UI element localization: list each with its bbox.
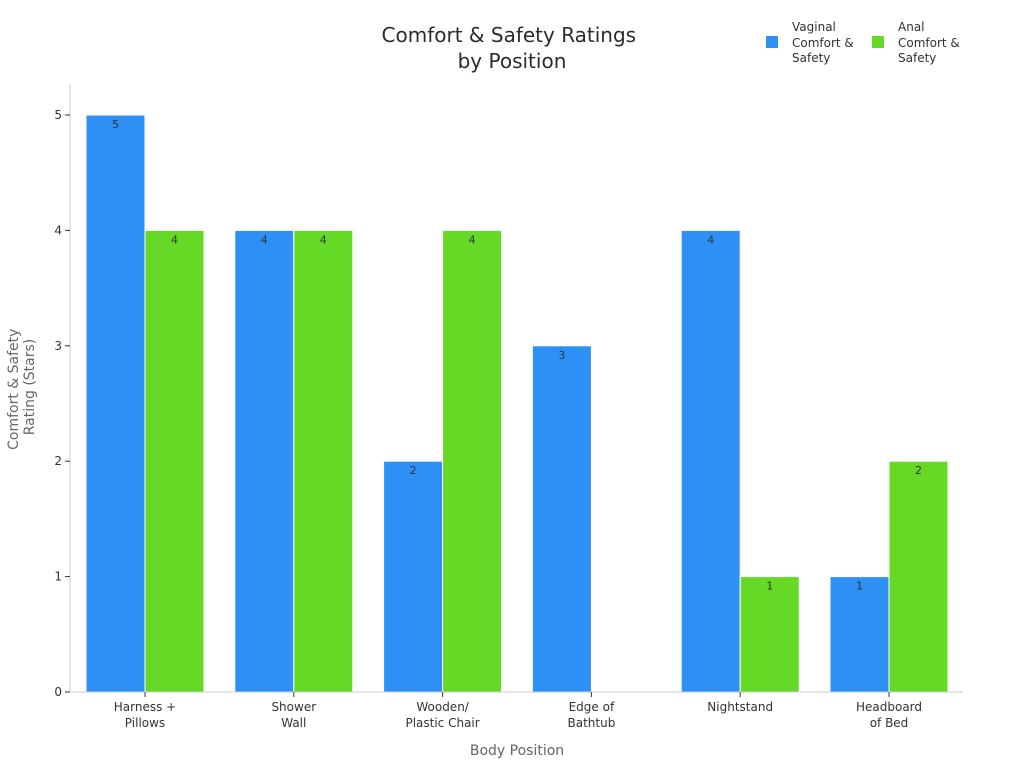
x-tick-label: Shower Wall [271,700,316,730]
x-tick-label-line: Plastic Chair [405,716,479,730]
y-tick-label: 4 [54,223,62,237]
x-tick-label-line: Harness + [114,700,176,714]
x-tick-label-line: Pillows [125,716,165,730]
bar-value-label: 3 [558,349,565,362]
bar-anal [442,229,503,693]
y-tick-label: 2 [54,454,62,468]
bar-value-label: 2 [410,464,417,477]
bar-vaginal [383,460,444,693]
bar-vaginal [234,229,295,693]
chart-title: Comfort & Safety Ratings by Position [382,23,643,73]
legend-label-line: Safety [792,51,830,65]
legend-label-line: Comfort & [792,36,854,50]
y-tick-label: 1 [54,570,62,584]
x-tick-label: Nightstand [707,700,773,714]
x-tick-label-line: Wooden/ [416,700,469,714]
bar-vaginal [829,576,890,693]
x-tick-label-line: Nightstand [707,700,773,714]
bar-vaginal [680,229,741,693]
y-axis-label: Comfort & Safety Rating (Stars) [6,324,38,450]
legend-label-line: Anal [898,20,925,34]
x-tick-label-line: Wall [281,716,306,730]
bar-value-label: 4 [469,233,476,246]
legend-label-anal: Anal Comfort & Safety [898,20,964,65]
bar-value-label: 1 [856,580,863,593]
y-axis-label-line: Comfort & Safety [6,329,22,450]
y-tick-label: 0 [54,685,62,699]
legend-label-line: Safety [898,51,936,65]
bar-anal [739,576,800,693]
y-tick-label: 5 [54,108,62,122]
bar-value-label: 4 [320,233,327,246]
bars [85,114,949,693]
bar-value-label: 4 [707,233,714,246]
x-tick-label: Edge of Bathtub [567,700,615,730]
x-tick-label-line: Headboard [856,700,922,714]
chart-title-line: by Position [458,49,567,73]
bar-value-label: 2 [915,464,922,477]
x-tick-label-line: Bathtub [567,716,615,730]
bar-anal [293,229,354,693]
axes [69,84,963,693]
bar-vaginal [85,114,146,693]
y-tick-label: 3 [54,339,62,353]
x-tick-label: Headboard of Bed [856,700,922,730]
x-tick-label-line: Edge of [569,700,615,714]
bar-anal [144,229,205,693]
chart-title-line: Comfort & Safety Ratings [382,23,637,47]
y-ticks: 0 1 2 3 4 5 [54,108,70,699]
x-tick-label-line: of Bed [870,716,909,730]
bar-value-label: 4 [261,233,268,246]
x-ticks: Harness + Pillows Shower Wall Wooden/Plastic… [114,692,922,730]
x-tick-label: Wooden/Plastic Chair [405,700,479,730]
y-axis-label-line: Rating (Stars) [22,339,38,436]
bar-vaginal [531,345,592,693]
bar-value-label: 4 [171,233,178,246]
legend-swatch-anal [872,36,884,48]
bar-anal [888,460,949,693]
legend-swatch-vaginal [766,36,778,48]
bar-value-label: 5 [112,118,119,131]
legend-label-line: Comfort & [898,36,960,50]
data-labels: 5 4 4 4 2 4 3 4 1 1 2 [112,118,922,593]
bar-value-label: 1 [766,580,773,593]
legend-label-line: Vaginal [792,20,836,34]
legend-label-vaginal: Vaginal Comfort & Safety [792,20,858,65]
x-tick-label-line: Shower [271,700,316,714]
x-axis-label: Body Position [470,743,564,759]
x-tick-label: Harness + Pillows [114,700,176,730]
legend: Vaginal Comfort & Safety Anal Comfort & … [766,20,964,65]
